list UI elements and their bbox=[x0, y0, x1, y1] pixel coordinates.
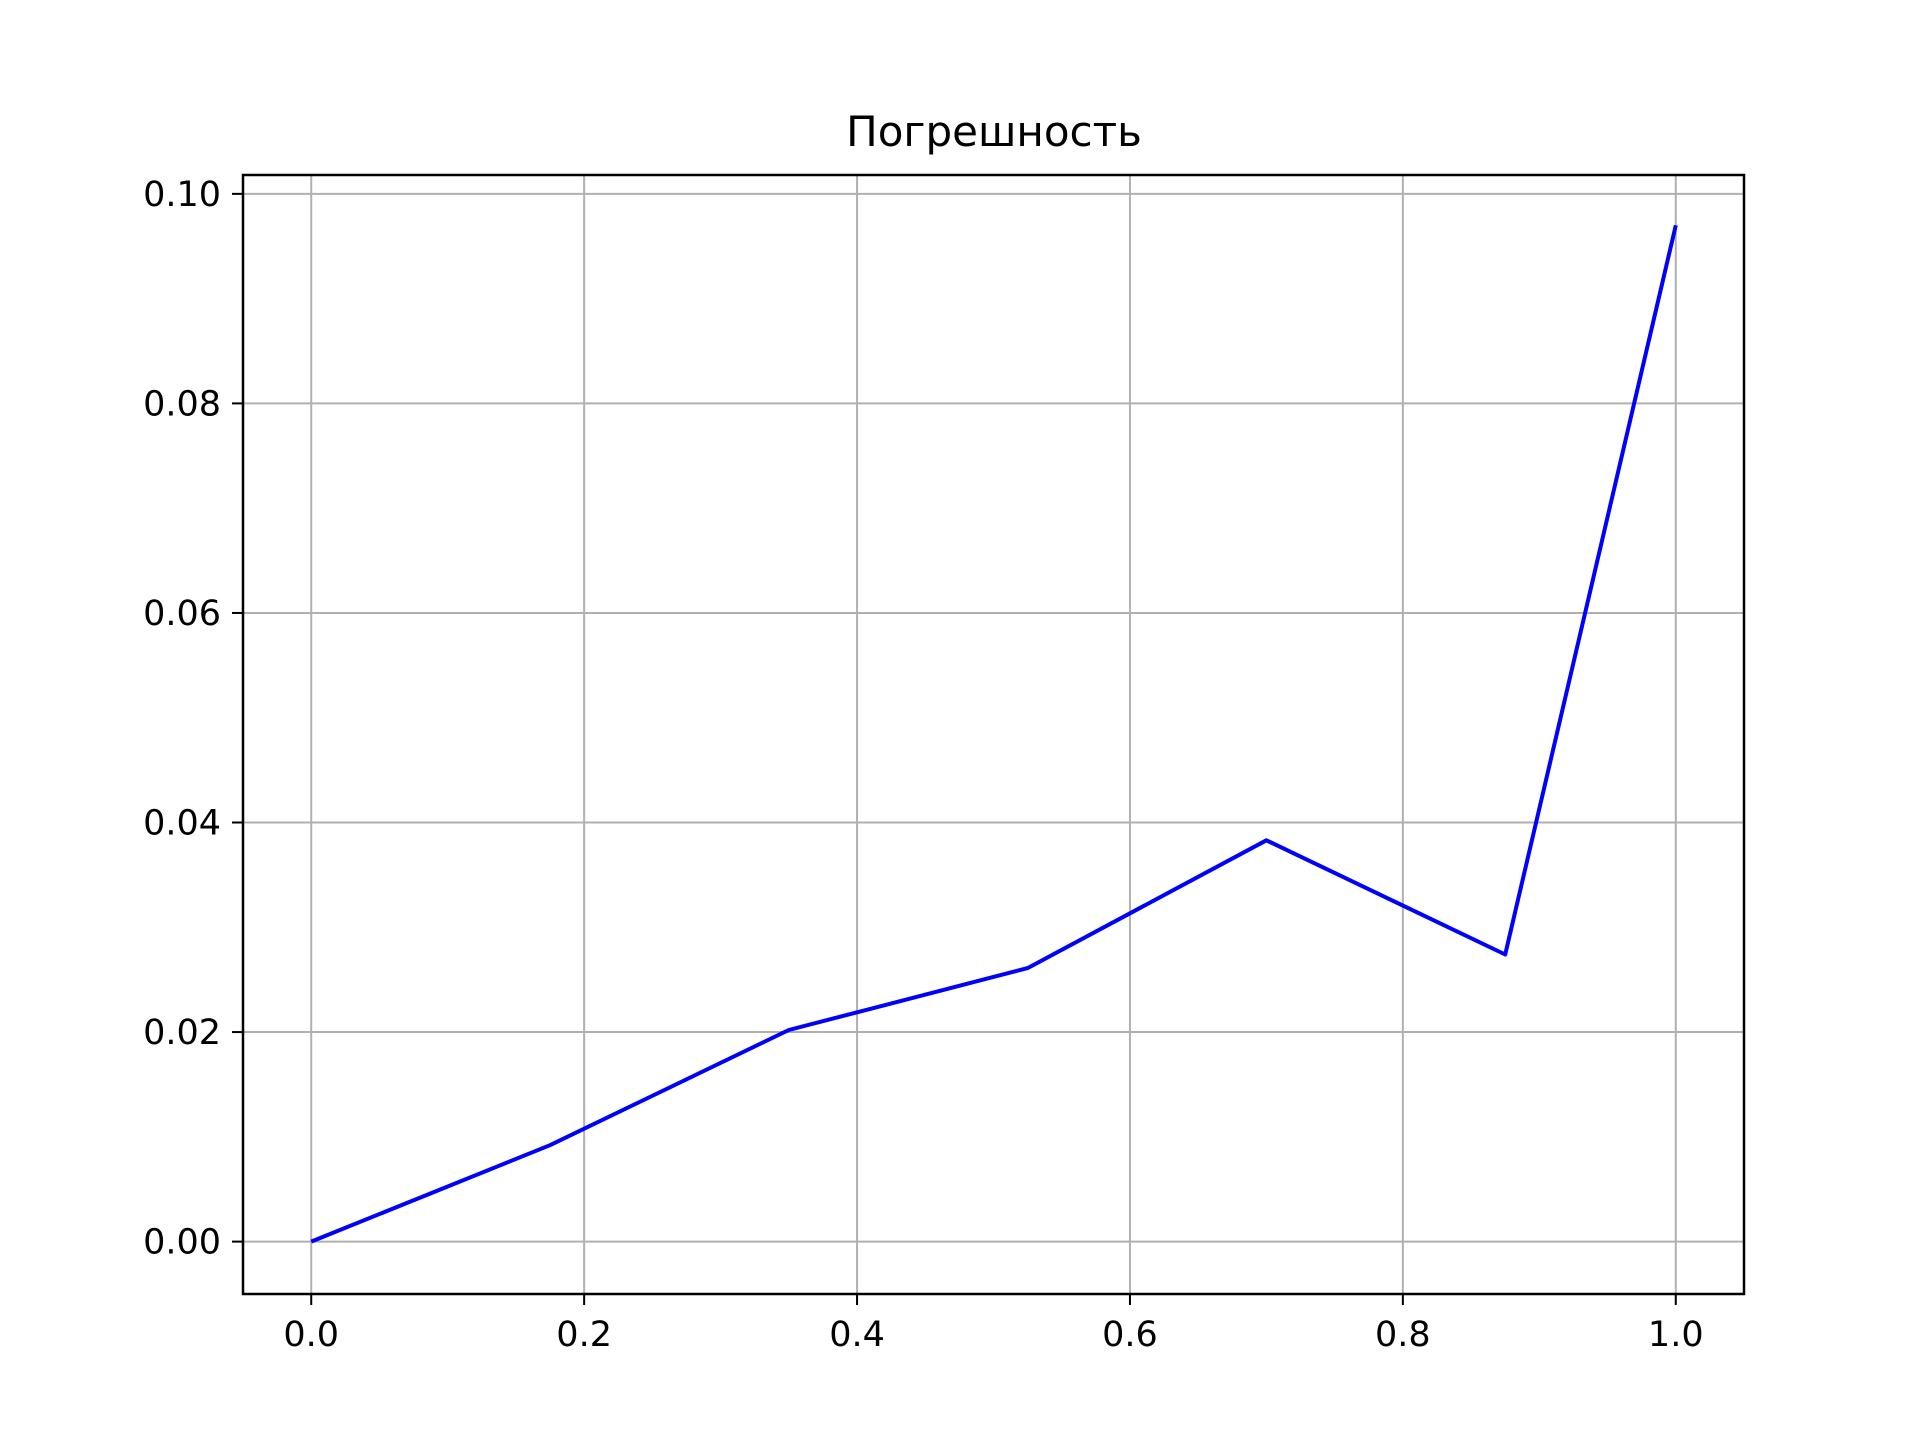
y-tick-label: 0.04 bbox=[143, 804, 221, 844]
y-tick-label: 0.06 bbox=[143, 594, 221, 634]
series-line bbox=[310, 224, 1678, 1244]
y-axis: 0.00 0.02 0.04 0.06 0.08 0.10 bbox=[143, 175, 243, 1263]
chart-title: Погрешность bbox=[846, 107, 1142, 156]
y-tick-label: 0.02 bbox=[143, 1013, 221, 1053]
x-tick-label: 0.0 bbox=[283, 1315, 339, 1355]
x-tick-label: 0.8 bbox=[1375, 1315, 1431, 1355]
plot-area-frame bbox=[241, 173, 1746, 1296]
y-tick-label: 0.00 bbox=[143, 1223, 221, 1263]
y-tick-label: 0.10 bbox=[143, 175, 221, 215]
grid bbox=[243, 175, 1744, 1294]
series-layer bbox=[310, 224, 1678, 1244]
x-tick-label: 1.0 bbox=[1648, 1315, 1704, 1355]
x-axis: 0.0 0.2 0.4 0.6 0.8 1.0 bbox=[283, 1294, 1704, 1355]
x-tick-label: 0.4 bbox=[829, 1315, 885, 1355]
x-tick-label: 0.6 bbox=[1102, 1315, 1158, 1355]
y-tick-label: 0.08 bbox=[143, 384, 221, 424]
x-tick-label: 0.2 bbox=[556, 1315, 612, 1355]
